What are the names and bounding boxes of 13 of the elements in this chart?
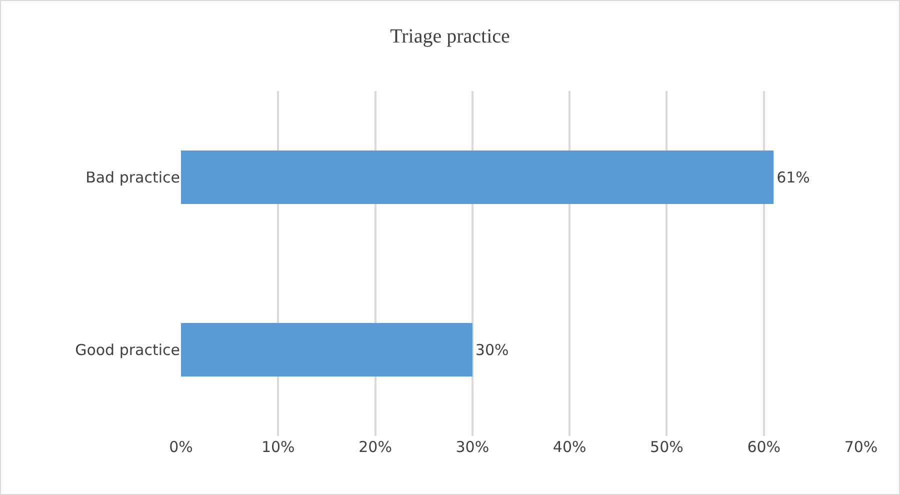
y-tick-label: Good practice: [75, 341, 180, 359]
chart-title: Triage practice: [390, 26, 510, 48]
x-tick-label: 70%: [844, 438, 878, 456]
x-tick-label: 0%: [169, 438, 193, 456]
x-tick-label: 40%: [552, 438, 586, 456]
x-tick-label: 10%: [261, 438, 295, 456]
x-tick-label: 50%: [650, 438, 684, 456]
data-label: 61%: [776, 168, 810, 186]
x-tick-label: 30%: [456, 438, 490, 456]
x-tick-label: 20%: [358, 438, 392, 456]
y-tick-label: Bad practice: [86, 168, 180, 186]
x-tick-label: 60%: [747, 438, 781, 456]
data-label: 30%: [475, 340, 509, 359]
